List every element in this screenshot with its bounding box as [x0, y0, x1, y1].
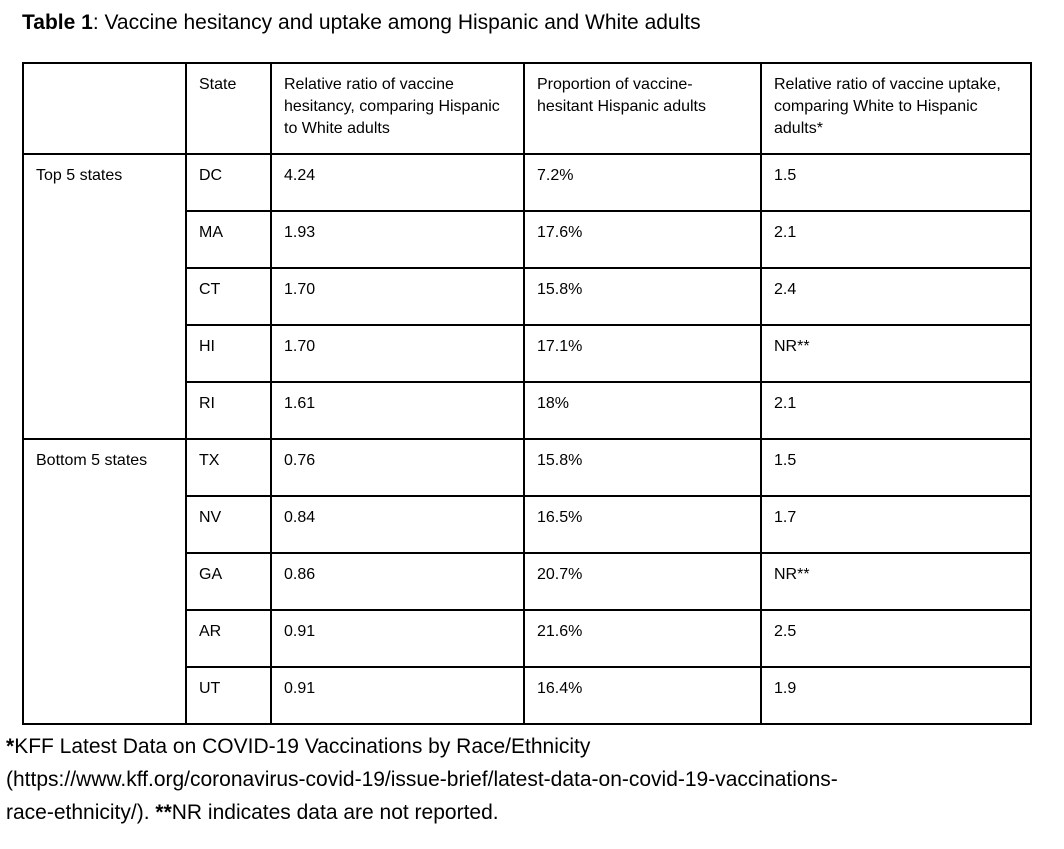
table-caption-text: : Vaccine hesitancy and uptake among His… [92, 11, 701, 34]
footnote-source-text: KFF Latest Data on COVID-19 Vaccinations… [14, 735, 591, 758]
cell-proportion: 17.6% [523, 210, 762, 269]
cell-state: CT [185, 267, 272, 326]
cell-hesitancy: 1.70 [270, 324, 525, 383]
cell-state: RI [185, 381, 272, 440]
header-cell-corner [22, 62, 187, 155]
cell-uptake: NR** [760, 324, 1032, 383]
cell-state: HI [185, 324, 272, 383]
cell-proportion: 16.5% [523, 495, 762, 554]
cell-hesitancy: 1.93 [270, 210, 525, 269]
cell-proportion: 17.1% [523, 324, 762, 383]
table-row: RI 1.61 18% 2.1 [23, 381, 1032, 440]
footnote-line-url: (https://www.kff.org/coronavirus-covid-1… [6, 763, 1064, 796]
cell-proportion: 21.6% [523, 609, 762, 668]
cell-state: TX [185, 438, 272, 497]
footnote-url-end-text: race-ethnicity/). [6, 801, 156, 824]
header-row: State Relative ratio of vaccine hesitanc… [22, 62, 1032, 155]
table-caption-label: Table 1 [22, 11, 93, 34]
cell-hesitancy: 4.24 [270, 153, 525, 212]
cell-state: UT [185, 666, 272, 725]
table-row: UT 0.91 16.4% 1.9 [23, 666, 1032, 725]
table-row: Top 5 states DC 4.24 7.2% 1.5 [22, 153, 1032, 440]
group-label-bottom5: Bottom 5 states [22, 438, 187, 725]
cell-hesitancy: 1.61 [270, 381, 525, 440]
cell-state: MA [185, 210, 272, 269]
table-row: MA 1.93 17.6% 2.1 [23, 210, 1032, 269]
footnote-url-text: (https://www.kff.org/coronavirus-covid-1… [6, 768, 838, 791]
table-row: HI 1.70 17.1% NR** [23, 324, 1032, 383]
vaccine-hesitancy-table: State Relative ratio of vaccine hesitanc… [22, 62, 1032, 725]
cell-state: AR [185, 609, 272, 668]
table-caption: Table 1: Vaccine hesitancy and uptake am… [22, 9, 1064, 37]
cell-uptake: 1.9 [760, 666, 1032, 725]
header-cell-uptake: Relative ratio of vaccine uptake, compar… [760, 62, 1032, 155]
footnote-nr-text: NR indicates data are not reported. [171, 801, 499, 824]
table-row: Bottom 5 states TX 0.76 15.8% 1.5 [22, 438, 1032, 725]
cell-hesitancy: 0.91 [270, 666, 525, 725]
header-cell-hesitancy: Relative ratio of vaccine hesitancy, com… [270, 62, 525, 155]
cell-hesitancy: 1.70 [270, 267, 525, 326]
cell-uptake: 2.1 [760, 210, 1032, 269]
document-page: Table 1: Vaccine hesitancy and uptake am… [0, 9, 1064, 849]
header-cell-proportion: Proportion of vaccine-hesitant Hispanic … [523, 62, 762, 155]
cell-state: NV [185, 495, 272, 554]
footnote-asterisk: * [6, 735, 15, 758]
cell-uptake: NR** [760, 552, 1032, 611]
cell-state: DC [185, 153, 272, 212]
cell-proportion: 20.7% [523, 552, 762, 611]
cell-uptake: 2.4 [760, 267, 1032, 326]
cell-uptake: 1.7 [760, 495, 1032, 554]
cell-state: GA [185, 552, 272, 611]
footnote-line-nr: race-ethnicity/). **NR indicates data ar… [6, 796, 1064, 829]
table-row: NV 0.84 16.5% 1.7 [23, 495, 1032, 554]
cell-uptake: 1.5 [760, 438, 1032, 497]
cell-proportion: 18% [523, 381, 762, 440]
cell-hesitancy: 0.86 [270, 552, 525, 611]
table-row: CT 1.70 15.8% 2.4 [23, 267, 1032, 326]
header-cell-state: State [185, 62, 272, 155]
cell-proportion: 15.8% [523, 438, 762, 497]
cell-proportion: 16.4% [523, 666, 762, 725]
table-row: AR 0.91 21.6% 2.5 [23, 609, 1032, 668]
cell-hesitancy: 0.76 [270, 438, 525, 497]
cell-uptake: 2.1 [760, 381, 1032, 440]
group-label-top5: Top 5 states [22, 153, 187, 440]
table-row: GA 0.86 20.7% NR** [23, 552, 1032, 611]
cell-proportion: 7.2% [523, 153, 762, 212]
cell-uptake: 2.5 [760, 609, 1032, 668]
cell-hesitancy: 0.91 [270, 609, 525, 668]
footnote: *KFF Latest Data on COVID-19 Vaccination… [6, 730, 1064, 829]
cell-uptake: 1.5 [760, 153, 1032, 212]
cell-proportion: 15.8% [523, 267, 762, 326]
cell-hesitancy: 0.84 [270, 495, 525, 554]
footnote-double-asterisk: ** [155, 801, 172, 824]
footnote-line-source: *KFF Latest Data on COVID-19 Vaccination… [6, 730, 1064, 763]
